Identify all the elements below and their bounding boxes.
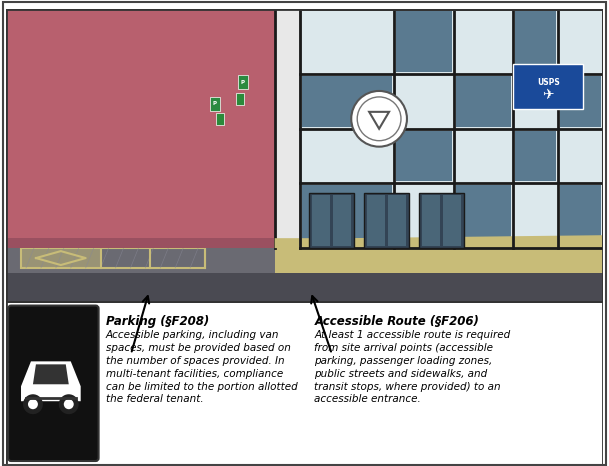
Bar	[456, 131, 512, 181]
Bar	[422, 195, 440, 246]
Bar	[396, 185, 452, 246]
Bar	[560, 131, 601, 181]
Text: P: P	[213, 102, 217, 106]
Bar	[309, 193, 354, 248]
Bar	[236, 93, 244, 105]
Text: USPS: USPS	[537, 77, 560, 87]
Polygon shape	[300, 9, 603, 248]
Polygon shape	[6, 248, 275, 273]
Bar	[456, 185, 512, 246]
Bar	[301, 76, 392, 127]
FancyBboxPatch shape	[8, 306, 99, 461]
Bar	[364, 193, 409, 248]
Circle shape	[59, 394, 79, 414]
Polygon shape	[6, 238, 275, 248]
Polygon shape	[6, 273, 603, 303]
Bar	[419, 193, 463, 248]
Text: P: P	[241, 80, 245, 84]
Circle shape	[23, 394, 43, 414]
Polygon shape	[21, 361, 80, 401]
Text: ✈: ✈	[543, 87, 554, 101]
Bar	[560, 11, 601, 72]
Polygon shape	[275, 235, 603, 248]
Bar	[216, 113, 224, 125]
Bar	[210, 97, 220, 111]
Bar	[515, 11, 556, 72]
Bar	[443, 195, 460, 246]
Bar	[238, 75, 248, 89]
Text: At least 1 accessible route is required
from site arrival points (accessible
par: At least 1 accessible route is required …	[314, 330, 511, 404]
Bar	[301, 185, 392, 246]
Bar	[333, 195, 351, 246]
Circle shape	[64, 399, 74, 409]
Polygon shape	[275, 9, 300, 248]
Bar	[513, 64, 583, 109]
Bar	[388, 195, 406, 246]
Polygon shape	[6, 235, 603, 273]
Circle shape	[28, 399, 38, 409]
Bar	[301, 131, 392, 181]
Bar	[515, 185, 556, 246]
Polygon shape	[33, 364, 69, 384]
Bar	[312, 195, 330, 246]
Text: Accessible parking, including van
spaces, must be provided based on
the number o: Accessible parking, including van spaces…	[105, 330, 297, 404]
Text: Accessible Route (§F206): Accessible Route (§F206)	[314, 315, 479, 328]
Bar	[396, 131, 452, 181]
Bar	[396, 11, 452, 72]
Bar	[456, 76, 512, 127]
Bar	[560, 185, 601, 246]
Bar	[396, 76, 452, 127]
Bar	[515, 131, 556, 181]
Bar	[560, 76, 601, 127]
Polygon shape	[21, 248, 100, 268]
Circle shape	[351, 91, 407, 147]
Bar	[301, 11, 392, 72]
Bar	[515, 76, 556, 127]
Polygon shape	[6, 9, 275, 248]
Bar	[456, 11, 512, 72]
Bar	[367, 195, 385, 246]
Text: Parking (§F208): Parking (§F208)	[105, 315, 209, 328]
